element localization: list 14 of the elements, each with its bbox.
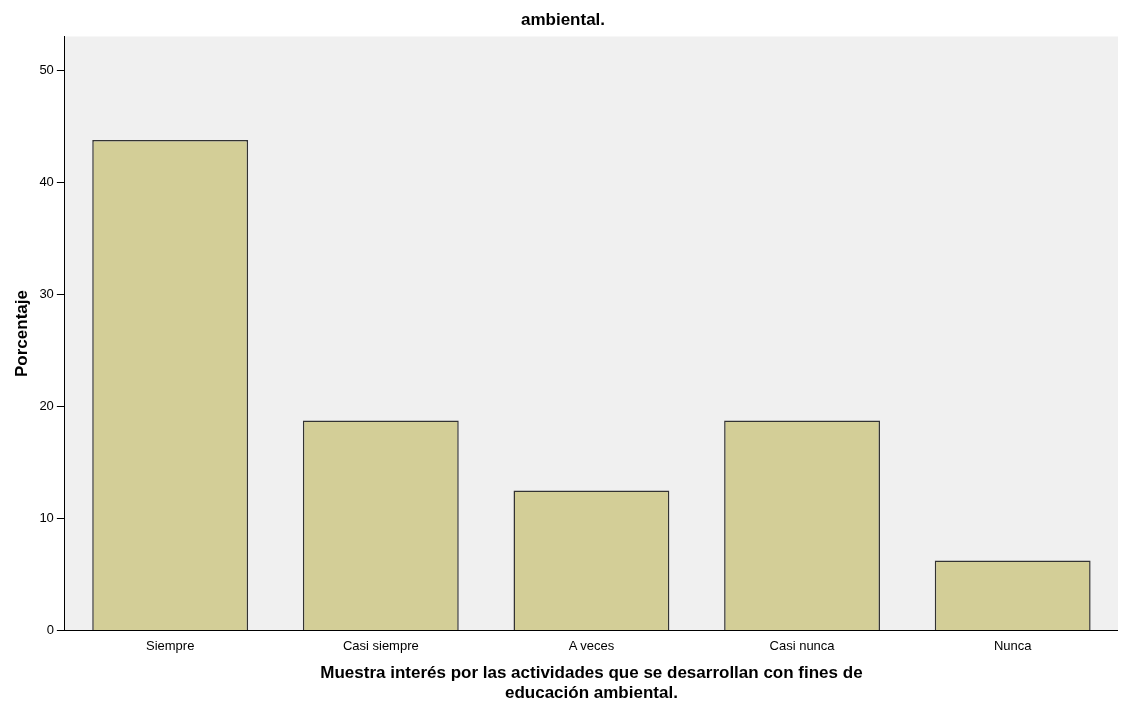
x-tick-label: Casi nunca [769, 637, 836, 653]
y-tick-label: 50 [39, 61, 54, 77]
y-axis-title: Porcentaje [11, 290, 31, 377]
y-tick-label: 40 [39, 173, 54, 189]
y-tick-label: 0 [46, 622, 54, 638]
y-tick-label: 20 [39, 397, 54, 413]
x-tick-label: A veces [568, 637, 615, 653]
y-tick-label: 30 [39, 285, 54, 301]
x-axis-title: Muestra interés por las actividades que se desarrollan con fines de educación ambiental. [320, 663, 863, 703]
y-tick-label: 10 [39, 510, 54, 526]
x-tick-label: Casi siempre [342, 637, 419, 653]
x-tick-label: Siempre [145, 637, 195, 653]
chart-title: ambiental. [520, 9, 606, 29]
x-tick-label: Nunca [993, 637, 1033, 653]
